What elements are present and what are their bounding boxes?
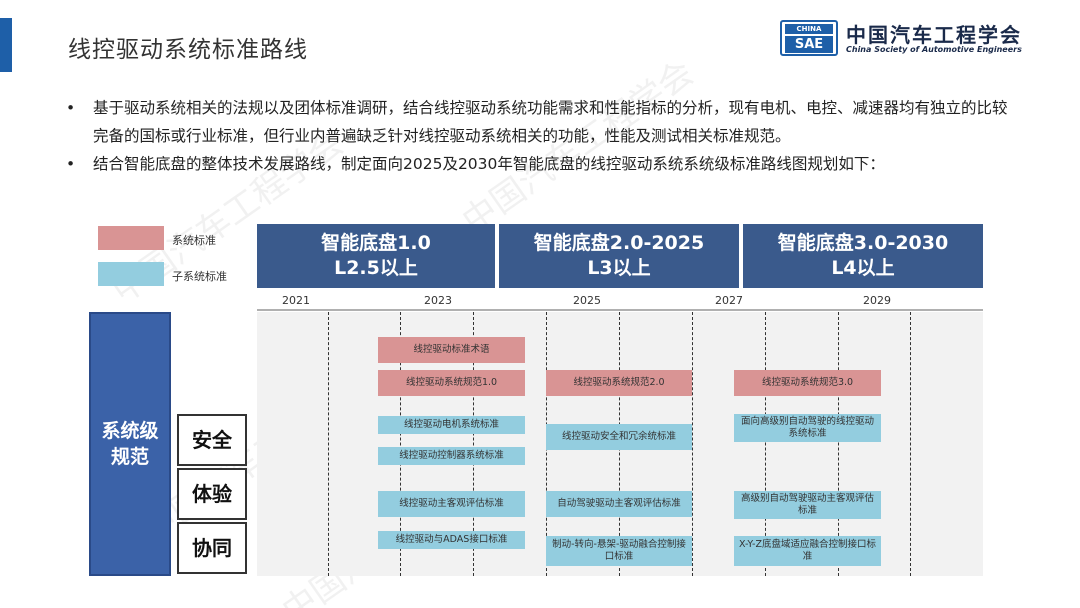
- year-gridline: [328, 312, 329, 576]
- system-level-line1: 系统级: [101, 420, 159, 442]
- legend-system-label: 系统标准: [172, 234, 216, 247]
- phase-title: 智能底盘3.0-2030: [777, 232, 949, 254]
- category-experience: 体验: [177, 468, 247, 520]
- logo-badge: CHINA SAE: [780, 20, 838, 56]
- category-safety: 安全: [177, 414, 247, 466]
- standard-item-fusion-interface: 制动-转向-悬架-驱动融合控制接口标准: [546, 536, 692, 566]
- standard-item-motor: 线控驱动电机系统标准: [378, 416, 525, 434]
- phase-level: L3以上: [587, 257, 651, 279]
- standard-item-xyz-fusion: X-Y-Z底盘域适应融合控制接口标准: [734, 536, 881, 566]
- phase-header-1: 智能底盘1.0 L2.5以上: [257, 224, 495, 288]
- bullet-marker: •: [66, 155, 76, 173]
- year-label: 2027: [715, 294, 743, 307]
- bullet-marker: •: [66, 99, 76, 117]
- standard-item-subjective-eval: 线控驱动主客观评估标准: [378, 491, 525, 517]
- year-gridline: [473, 312, 474, 576]
- standard-item-controller: 线控驱动控制器系统标准: [378, 447, 525, 465]
- phase-header-2: 智能底盘2.0-2025 L3以上: [499, 224, 739, 288]
- logo-name-cn: 中国汽车工程学会: [846, 23, 1022, 47]
- standard-item-safety-redundancy: 线控驱动安全和冗余统标准: [546, 424, 692, 450]
- legend-system-swatch: [98, 226, 164, 250]
- system-level-line2: 规范: [110, 446, 149, 468]
- bullet-text: 结合智能底盘的整体技术发展路线，制定面向2025及2030年智能底盘的线控驱动系…: [93, 155, 885, 173]
- logo-badge-top: CHINA: [785, 24, 833, 34]
- standard-item-high-level-ad: 面向高级别自动驾驶的线控驱动系统标准: [734, 414, 881, 442]
- category-coordination: 协同: [177, 522, 247, 574]
- year-gridline: [692, 312, 693, 576]
- standard-item-high-level-subjective-eval: 高级别自动驾驶驱动主客观评估标准: [734, 491, 881, 519]
- phase-title: 智能底盘2.0-2025: [533, 232, 705, 254]
- year-gridline: [838, 312, 839, 576]
- bullet-list: • 基于驱动系统相关的法规以及团体标准调研，结合线控驱动系统功能需求和性能指标的…: [66, 94, 1016, 178]
- legend-subsystem-label: 子系统标准: [172, 270, 227, 283]
- timeline-axis: [257, 309, 983, 311]
- legend-subsystem-swatch: [98, 262, 164, 286]
- year-label: 2021: [282, 294, 310, 307]
- title-accent-bar: [0, 18, 12, 72]
- phase-header-3: 智能底盘3.0-2030 L4以上: [743, 224, 983, 288]
- year-gridline: [765, 312, 766, 576]
- system-level-label: 系统级 规范: [89, 312, 171, 576]
- standard-item-spec-1: 线控驱动系统规范1.0: [378, 370, 525, 396]
- standard-item-spec-2: 线控驱动系统规范2.0: [546, 370, 692, 396]
- bullet-item: • 基于驱动系统相关的法规以及团体标准调研，结合线控驱动系统功能需求和性能指标的…: [66, 94, 1016, 150]
- standard-item-spec-3: 线控驱动系统规范3.0: [734, 370, 881, 396]
- logo-name-en: China Society of Automotive Engineers: [846, 45, 1022, 54]
- year-gridline: [400, 312, 401, 576]
- year-label: 2029: [863, 294, 891, 307]
- standard-item-adas-interface: 线控驱动与ADAS接口标准: [378, 531, 525, 549]
- phase-level: L2.5以上: [334, 257, 418, 279]
- year-label: 2023: [424, 294, 452, 307]
- logo-badge-bottom: SAE: [785, 36, 833, 53]
- page-title: 线控驱动系统标准路线: [68, 37, 308, 63]
- bullet-item: • 结合智能底盘的整体技术发展路线，制定面向2025及2030年智能底盘的线控驱…: [66, 150, 1016, 178]
- standard-item-term: 线控驱动标准术语: [378, 337, 525, 363]
- csae-logo: CHINA SAE 中国汽车工程学会 China Society of Auto…: [780, 20, 1070, 58]
- year-gridline: [910, 312, 911, 576]
- phase-level: L4以上: [831, 257, 895, 279]
- year-label: 2025: [573, 294, 601, 307]
- phase-title: 智能底盘1.0: [321, 232, 431, 254]
- bullet-text: 基于驱动系统相关的法规以及团体标准调研，结合线控驱动系统功能需求和性能指标的分析…: [93, 99, 1008, 145]
- standard-item-ad-subjective-eval: 自动驾驶驱动主客观评估标准: [546, 491, 692, 517]
